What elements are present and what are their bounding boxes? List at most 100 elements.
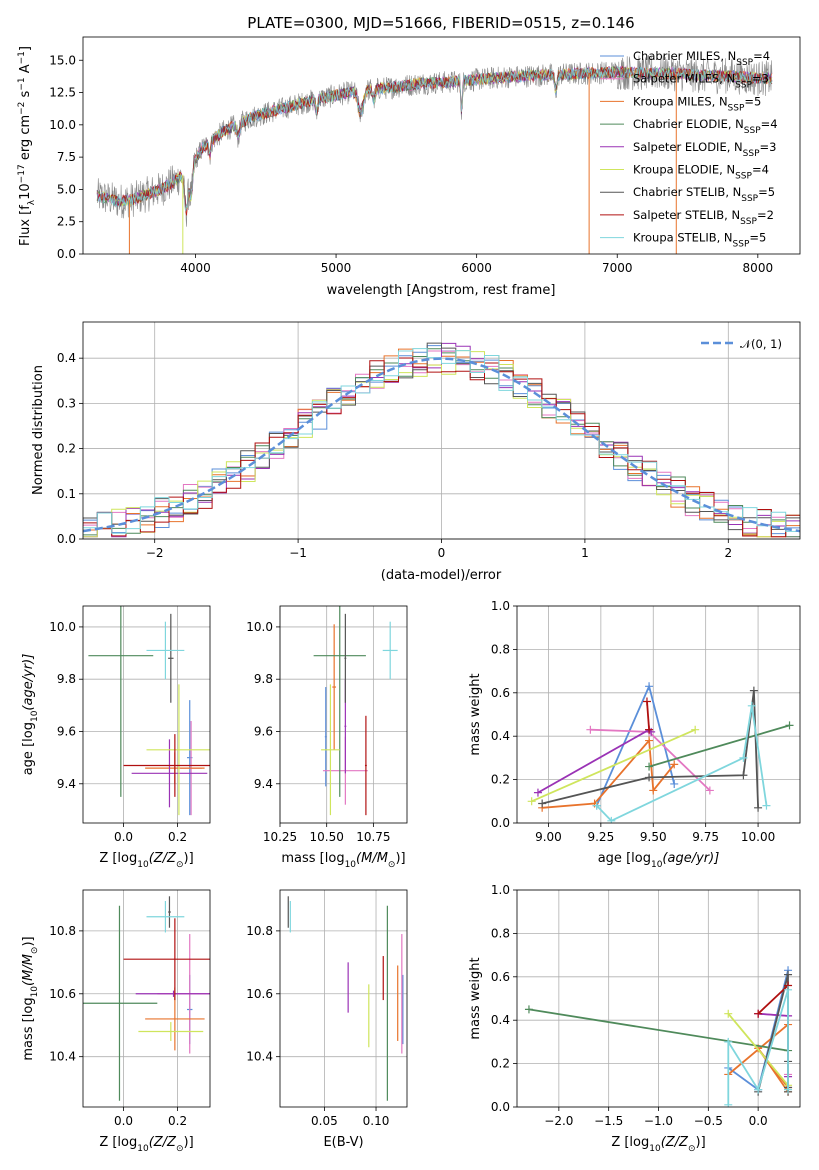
legend-label-part: Salpeter MILES, N [633,72,735,86]
y-tick-label: 0.4 [491,1013,510,1027]
gridlines [83,890,210,1107]
y-tick-label: 0.8 [491,642,510,656]
x-tick-label: 10.50 [310,830,344,844]
y-tick-label: 0.0 [57,532,76,546]
x-tick-label: −2 [146,546,164,560]
residual-histogram-step [83,357,800,539]
y-axis-label-part: )] [21,936,36,946]
legend-label-part: Kroupa MILES, N [633,94,728,108]
x-axis-label-part: (M/M [356,851,388,866]
mass-weight-point [739,753,748,762]
mass-weight-point [645,725,654,734]
gridlines [83,606,210,823]
x-tick-label: 8000 [743,261,774,275]
y-tick-label: 9.4 [254,777,273,791]
y-tick-label: 0.2 [491,773,510,787]
x-axis-label: (data-model)/error [381,568,502,583]
x-axis-label-part: (Z/Z [149,1135,177,1150]
x-tick-label: −0.5 [694,1114,723,1128]
mass-weight-point [784,970,793,979]
y-tick-label: 10.8 [49,924,76,938]
y-axis-label-group: Flux [fλ10−17 erg cm−2 s−1 A−1] [17,46,37,246]
mass_vs_ebv-panel: 0.05 0.10 10.4 10.6 10.8 [246,889,408,1128]
y-tick-label: 1.0 [491,599,510,613]
legend-label-part: Salpeter STELIB, N [633,208,740,222]
legend-label-part: SSP [743,149,760,159]
y-axis-label-part: ⊙ [30,947,40,955]
mass-weight-point [538,799,547,808]
mass-weight-point [645,762,654,771]
y-axis-label-part: ] [18,46,33,51]
x-axis-label-part: Z [log [611,1135,649,1150]
mass-weight-line [531,728,696,803]
y-tick-label: 10.6 [246,987,273,1001]
legend-label-part: =4 [752,163,769,177]
y-axis-label-part: Flux [f [18,205,33,246]
x-tick-label: 7000 [602,261,633,275]
mass-weight-line [757,984,789,1015]
gridlines [517,889,800,1108]
x-tick-label: 0 [438,546,446,560]
mass-weight-line [758,1012,789,1075]
y-tick-label: 0.2 [57,442,76,456]
plot-area [88,606,210,816]
legend-label-part: =2 [757,208,774,222]
y-axis-label-part: age [log [21,722,36,775]
y-tick-label: 0.1 [57,487,76,501]
mass-weight-line [542,738,675,809]
mass-weight-point [784,1085,793,1094]
y-axis-label-part: s [18,90,33,101]
mass-weight-point [747,701,756,710]
x-tick-label: −1.5 [594,1114,623,1128]
axes-frame [82,36,801,255]
x-tick-label: −2.0 [544,1114,573,1128]
y-tick-label: 0.3 [57,396,76,410]
x-axis-label: mass [log10(M/M⊙)] [281,851,405,870]
y-axis-label-part: A [18,64,33,77]
y-tick-label: 10.0 [246,620,273,634]
x-axis-label-part: )] [184,851,194,866]
y-axis-label-part: mass [log [21,997,36,1060]
legend-label: Salpeter MILES, NSSP=3 [633,72,769,91]
axes-frame [516,605,801,824]
x-axis-label-part: (Z/Z [661,1135,689,1150]
legend-label-part: =4 [753,49,770,63]
legend-label-part: SSP [741,194,758,204]
x-tick-label: 10.25 [263,830,297,844]
plot-area [96,55,773,254]
age_vs_Z-panel: 0.0 0.2 9.4 9.6 9.8 10.0 [49,605,211,844]
mass-weight-point [645,773,654,782]
y-axis-label-part: −17 [17,164,27,183]
x-axis-label-part: )] [395,851,405,866]
axes-frame [279,889,408,1108]
y-tick-label: 10.0 [49,118,76,132]
mass_weight_vs_Z-panel: −2.0 −1.5 −1.0 −0.5 0.0 0.0 0.2 0.4 0.6 0.8 1.0 [491,883,801,1128]
residual-histogram-step [83,350,800,539]
mass-weight-point [607,816,616,823]
mass-weight-point [784,985,793,994]
y-axis-label-part: −2 [17,102,27,115]
y-axis-label-part: λ [27,199,37,205]
legend-label-part: =4 [761,117,778,131]
x-tick-label: 10.75 [356,830,390,844]
x-tick-label: 0.0 [114,1114,133,1128]
mass-weight-point [592,801,601,810]
y-tick-label: 15.0 [49,53,76,67]
y-tick-label: 9.8 [254,672,273,686]
legend-label: Salpeter ELODIE, NSSP=3 [633,140,776,159]
x-axis-label-part: Z [log [99,1135,137,1150]
mass-weight-point [670,779,679,788]
y-tick-label: 10.4 [49,1050,76,1064]
y-axis-label: Normed distribution [31,365,46,495]
legend-label-part: =3 [752,72,769,86]
x-axis-label: Z [log10(Z/Z⊙)] [99,851,193,870]
spectrum-panel: 4000 5000 6000 7000 8000 0.0 2.5 5.0 7.5 10.0 12.5… [49,36,801,275]
mass-weight-point [739,771,748,780]
mass-weight-point [724,1037,733,1046]
mass-weight-point [586,725,595,734]
residual-histogram-step [83,348,800,539]
x-axis-label-part: 10 [649,1144,661,1154]
x-axis-label-part: )] [184,1135,194,1150]
legend-label-part: Chabrier ELODIE, N [633,117,744,131]
